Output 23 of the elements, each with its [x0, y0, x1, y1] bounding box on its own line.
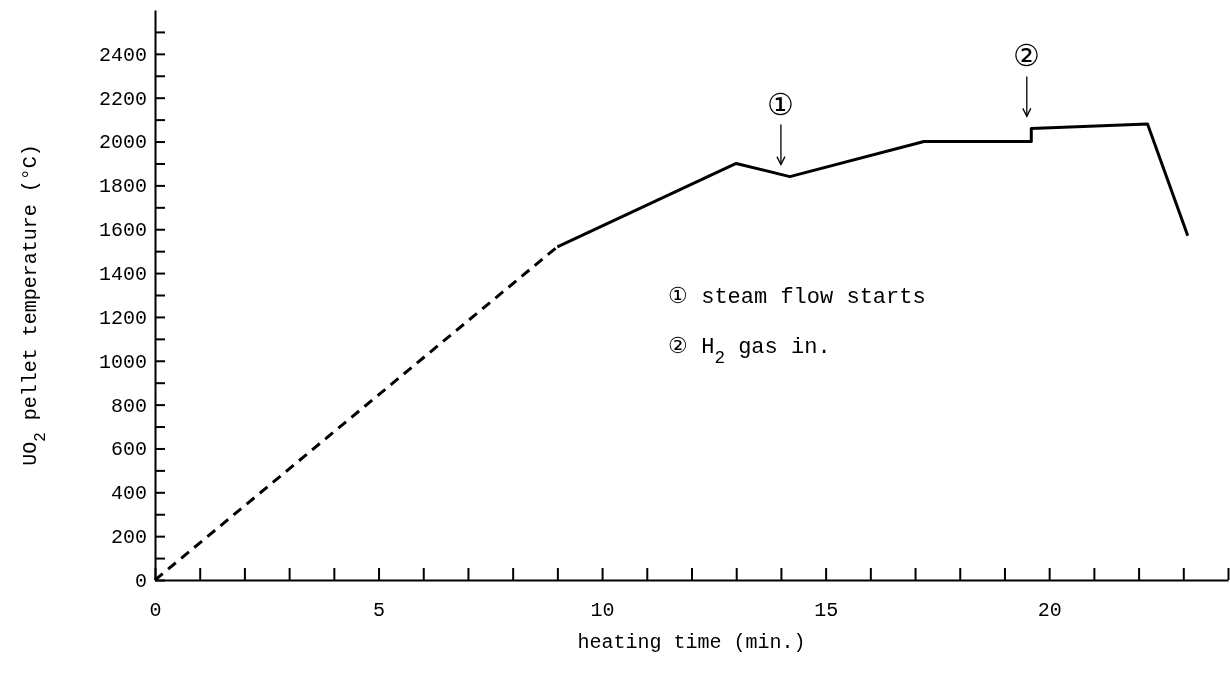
y-tick-label: 400 — [110, 482, 147, 506]
y-tick-label: 1400 — [98, 262, 147, 286]
annotation: ① steam flow starts — [668, 285, 926, 310]
y-tick-label: 0 — [134, 569, 147, 593]
x-tick-label: 0 — [149, 599, 162, 623]
x-tick-label: 10 — [590, 599, 615, 623]
x-tick-label: 20 — [1037, 599, 1062, 623]
y-tick-label: 1600 — [98, 219, 147, 243]
y-tick-label: 200 — [110, 526, 147, 550]
x-axis-title: heating time (min.) — [577, 631, 806, 654]
annotation: ① — [767, 89, 795, 124]
annotation: ② H$_{2}$ gas in. — [668, 335, 831, 368]
y-tick-label: 2000 — [98, 131, 147, 155]
y-tick-label: 2200 — [98, 87, 147, 111]
y-tick-label: 2400 — [98, 43, 147, 67]
x-tick-label: 15 — [814, 599, 839, 623]
x-tick-label: 5 — [373, 599, 386, 623]
y-tick-label: 600 — [110, 438, 147, 462]
y-tick-label: 1800 — [98, 175, 147, 199]
annotation: ② — [1013, 41, 1041, 76]
y-tick-label: 800 — [110, 394, 147, 418]
y-tick-label: 1200 — [98, 306, 147, 330]
y-tick-label: 1000 — [98, 350, 147, 374]
